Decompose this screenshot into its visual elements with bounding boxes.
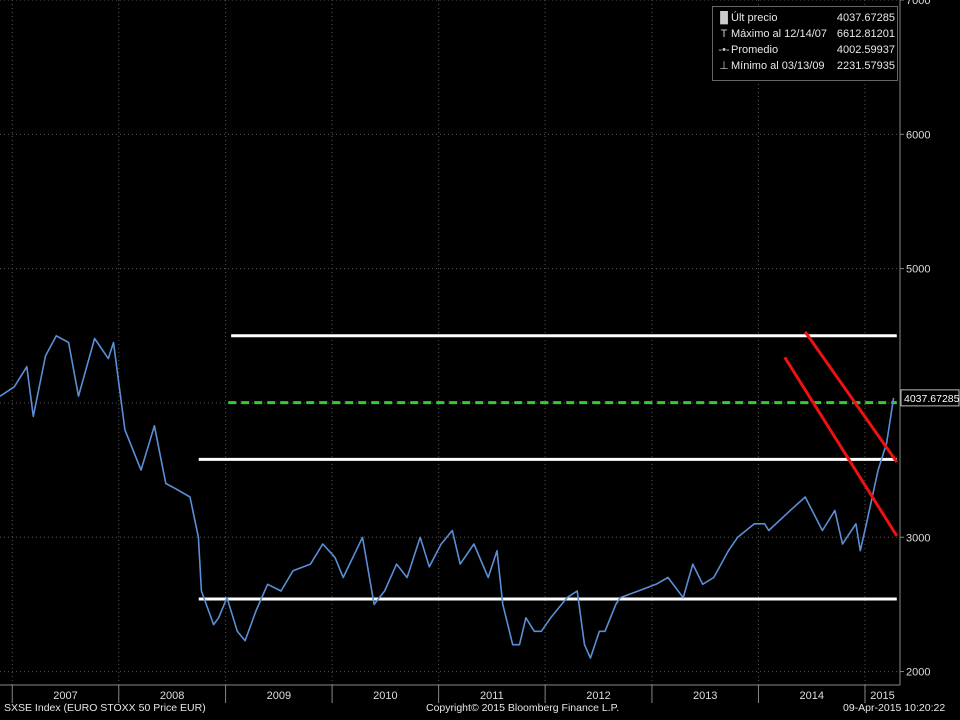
footer-copyright: Copyright© 2015 Bloomberg Finance L.P. [426,702,620,714]
y-tick-label: 5000 [906,264,930,276]
trend-channel [783,330,899,537]
x-tick-label: 2007 [53,690,77,702]
x-tick-label: 2012 [586,690,610,702]
average-symbol: -•- [718,44,730,56]
x-tick-label: 2014 [799,690,823,702]
legend-value: 4037.67285 [836,12,895,24]
legend-item-low: ⊥ Mínimo al 03/13/09 2231.57935 [717,59,895,74]
legend-value: 4002.59937 [836,44,895,56]
legend-item-last-price: █ Últ precio 4037.67285 [717,11,895,26]
y-tick-label: 3000 [906,532,930,544]
legend-label: Promedio [731,44,779,56]
price-line [0,334,895,659]
high-symbol: T [720,28,728,40]
legend-label: Últ precio [731,12,778,24]
y-tick-label: 2000 [906,667,930,679]
last-price-label: 4037.67285 [904,393,960,405]
last-price-tag [900,389,960,407]
legend-item-high: T Máximo al 12/14/07 6612.81201 [717,27,895,42]
y-tick-label: 6000 [906,129,930,141]
footer-index-name: SXSE Index (EURO STOXX 50 Price EUR) [4,702,206,714]
trend-line [803,330,899,463]
y-tick-label: 7000 [906,0,930,7]
reference-lines [198,334,897,601]
legend-label: Máximo al 12/14/07 [731,28,827,40]
low-symbol: ⊥ [719,60,729,72]
x-tick-label: 2013 [693,690,717,702]
chart-grid [0,0,900,685]
x-tick-label: 2010 [373,690,397,702]
trend-line [783,356,899,537]
x-tick-label: 2009 [267,690,291,702]
x-tick-label: 2011 [480,690,504,702]
legend-value: 6612.81201 [836,28,895,40]
price-series [0,334,895,659]
legend-item-average: -•-Promedio 4002.59937 [717,43,895,58]
y-axis: 2000 3000 5000 6000 7000 4037.67285 [899,0,960,685]
x-axis: 2007 2008 2009 2010 2011 2012 2013 2014 2015 [0,684,900,703]
x-tick-label: 2015 [870,690,894,702]
legend-label: Mínimo al 03/13/09 [731,60,825,72]
x-tick-label: 2008 [160,690,184,702]
legend-box: █ Últ precio 4037.67285 T Máximo al 12/14/0… [712,6,898,81]
footer-timestamp: 09-Apr-2015 10:20:22 [843,702,946,714]
last-price-symbol: █ [720,12,728,24]
legend-value: 2231.57935 [836,60,895,72]
